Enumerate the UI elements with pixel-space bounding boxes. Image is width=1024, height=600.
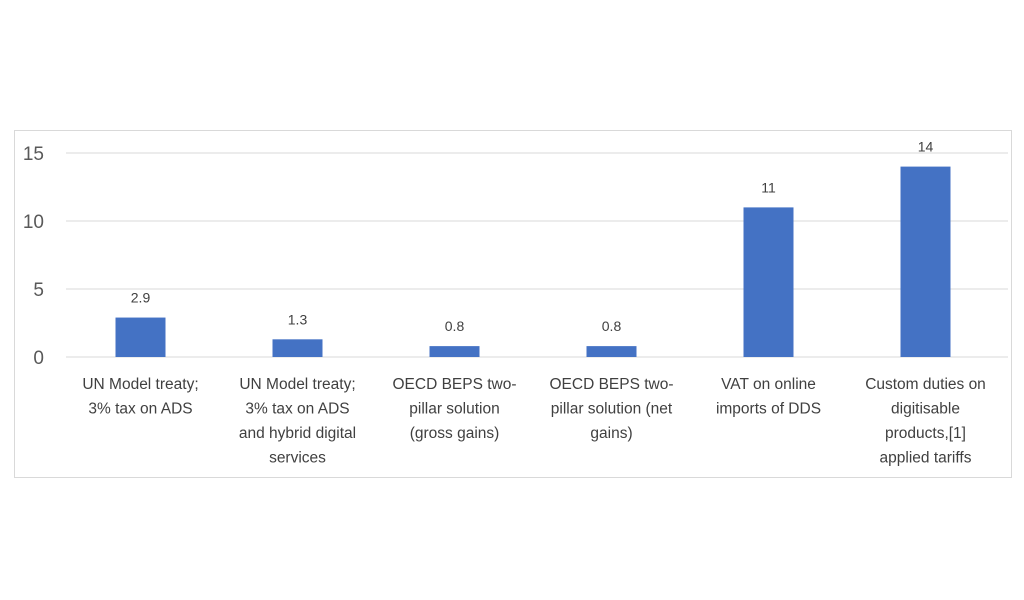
bar bbox=[272, 339, 323, 357]
y-tick-label: 10 bbox=[23, 212, 44, 233]
bar bbox=[429, 346, 480, 357]
data-label: 1.3 bbox=[288, 311, 308, 327]
x-tick-label: OECD BEPS two-pillar solution (gross gain… bbox=[392, 376, 516, 442]
data-label: 0.8 bbox=[602, 318, 622, 334]
x-tick-label: OECD BEPS two-pillar solution (net gains) bbox=[549, 376, 673, 442]
bar bbox=[743, 207, 794, 357]
data-label: 14 bbox=[918, 139, 934, 155]
x-tick-label: UN Model treaty; 3% tax on ADS bbox=[82, 376, 198, 418]
x-tick-label: VAT on online imports of DDS bbox=[716, 376, 821, 418]
y-tick-label: 15 bbox=[23, 144, 44, 165]
y-tick-label: 0 bbox=[33, 348, 44, 369]
bar bbox=[115, 317, 166, 357]
chart-frame bbox=[14, 130, 1012, 478]
data-label: 2.9 bbox=[131, 290, 151, 306]
bar bbox=[586, 346, 637, 357]
data-label: 0.8 bbox=[445, 318, 465, 334]
y-tick-label: 5 bbox=[33, 280, 44, 301]
bar bbox=[900, 166, 951, 357]
x-tick-label: UN Model treaty; 3% tax on ADS and hybrid … bbox=[239, 376, 356, 467]
data-label: 11 bbox=[761, 179, 776, 195]
x-tick-label: Custom duties on digitisable products,[1] a… bbox=[865, 376, 986, 467]
